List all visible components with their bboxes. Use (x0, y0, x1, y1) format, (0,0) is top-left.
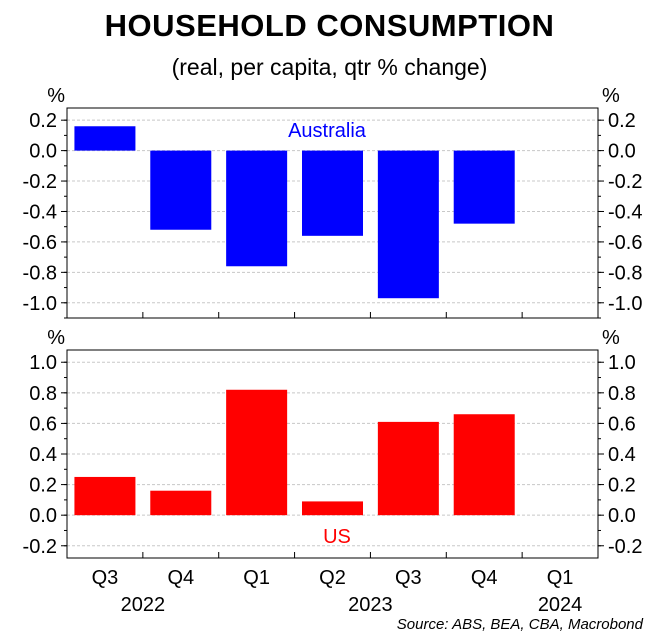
unit-label-left: % (47, 327, 65, 349)
y-tick-label-right: -0.8 (608, 262, 642, 284)
y-tick-label-right: -0.4 (608, 201, 642, 223)
bar (377, 421, 439, 516)
year-label: 2022 (121, 594, 166, 616)
chart-subtitle: (real, per capita, qtr % change) (171, 54, 488, 80)
y-tick-label-right: 0.8 (608, 383, 636, 405)
bar (453, 414, 515, 516)
bar (150, 490, 212, 516)
y-tick-label-right: -0.2 (608, 536, 642, 558)
y-tick-label-left: -0.2 (23, 536, 57, 558)
plot-frame (66, 349, 599, 559)
unit-label-right: % (602, 85, 620, 107)
y-tick-label-left: 0.6 (29, 413, 57, 435)
bar (150, 150, 212, 230)
y-tick-label-left: -0.4 (23, 201, 57, 223)
source-note: Source: ABS, BEA, CBA, Macrobond (396, 616, 643, 633)
y-tick-label-left: 0.2 (29, 475, 57, 497)
y-tick-label-right: 0.2 (608, 110, 636, 132)
y-tick-label-right: -0.2 (608, 171, 642, 193)
x-tick-label: Q3 (92, 567, 119, 589)
y-tick-label-right: 0.6 (608, 413, 636, 435)
x-tick-label: Q1 (547, 567, 574, 589)
bar (74, 126, 136, 151)
y-tick-label-left: 0.0 (29, 505, 57, 527)
bar (453, 150, 515, 224)
bar (74, 476, 136, 516)
y-tick-label-left: 1.0 (29, 352, 57, 374)
y-tick-label-right: 0.2 (608, 475, 636, 497)
year-label: 2023 (348, 594, 393, 616)
bar (226, 389, 288, 516)
y-tick-label-left: -0.2 (23, 171, 57, 193)
plot-frame (66, 107, 599, 319)
y-tick-label-right: 0.0 (608, 141, 636, 163)
unit-label-left: % (47, 85, 65, 107)
bar (302, 501, 363, 516)
y-tick-label-left: -0.8 (23, 262, 57, 284)
year-label: 2024 (538, 594, 583, 616)
x-tick-label: Q3 (395, 567, 422, 589)
y-tick-label-right: 0.4 (608, 444, 636, 466)
bar (377, 150, 439, 299)
y-tick-label-left: 0.8 (29, 383, 57, 405)
bar (226, 150, 288, 267)
series-label: US (323, 526, 351, 548)
y-tick-label-right: 1.0 (608, 352, 636, 374)
chart-title: HOUSEHOLD CONSUMPTION (104, 8, 555, 43)
y-tick-label-left: 0.4 (29, 444, 57, 466)
y-tick-label-right: -1.0 (608, 293, 642, 315)
series-label: Australia (288, 120, 367, 142)
bar (302, 150, 363, 236)
x-tick-label: Q4 (471, 567, 498, 589)
x-tick-label: Q2 (319, 567, 346, 589)
unit-label-right: % (602, 327, 620, 349)
y-tick-label-left: -1.0 (23, 293, 57, 315)
y-tick-label-right: -0.6 (608, 232, 642, 254)
y-tick-label-left: 0.2 (29, 110, 57, 132)
y-tick-label-left: 0.0 (29, 141, 57, 163)
x-tick-label: Q1 (243, 567, 270, 589)
x-tick-label: Q4 (167, 567, 194, 589)
y-tick-label-left: -0.6 (23, 232, 57, 254)
y-tick-label-right: 0.0 (608, 505, 636, 527)
